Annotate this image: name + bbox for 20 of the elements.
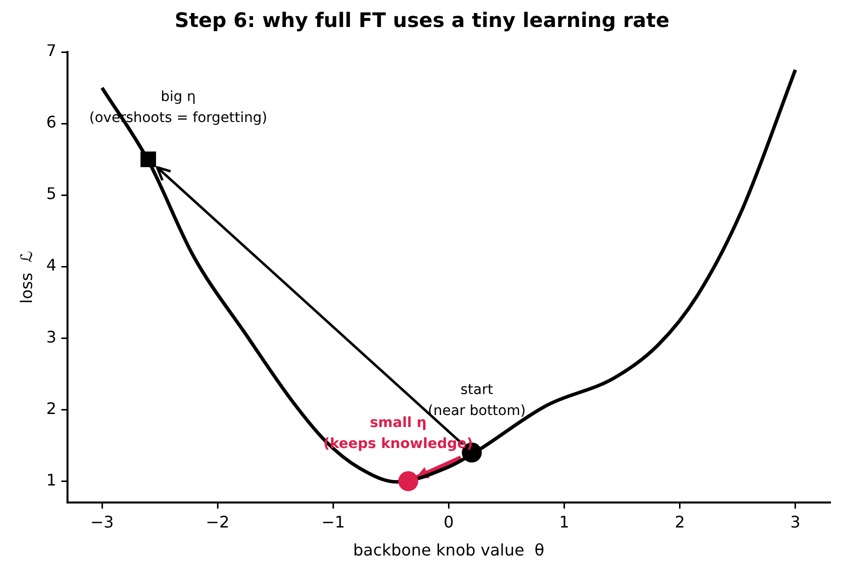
chart-title: Step 6: why full FT uses a tiny learning rate <box>174 8 670 32</box>
x-tick-label: 2 <box>674 512 685 532</box>
y-tick-label: 3 <box>46 327 56 346</box>
y-tick-label: 1 <box>46 470 56 490</box>
x-axis-title: backbone knob value θ <box>353 540 544 560</box>
x-tick-label: 0 <box>444 512 454 532</box>
x-tick-label: −1 <box>321 512 345 532</box>
point <box>140 152 156 168</box>
y-tick-label: 4 <box>46 256 56 275</box>
x-tick-label: 1 <box>559 512 570 532</box>
y-tick-label: 6 <box>46 112 56 132</box>
x-tick-label: 3 <box>790 512 800 532</box>
y-tick-label: 2 <box>46 398 56 418</box>
y-tick-label: 7 <box>46 41 56 60</box>
y-axis-title: loss ℒ <box>16 250 36 304</box>
point <box>398 471 418 492</box>
y-tick-label: 5 <box>46 184 56 204</box>
x-tick-label: −3 <box>90 512 114 532</box>
annotation: start (near bottom) <box>428 382 526 420</box>
x-tick-label: −2 <box>206 512 230 532</box>
